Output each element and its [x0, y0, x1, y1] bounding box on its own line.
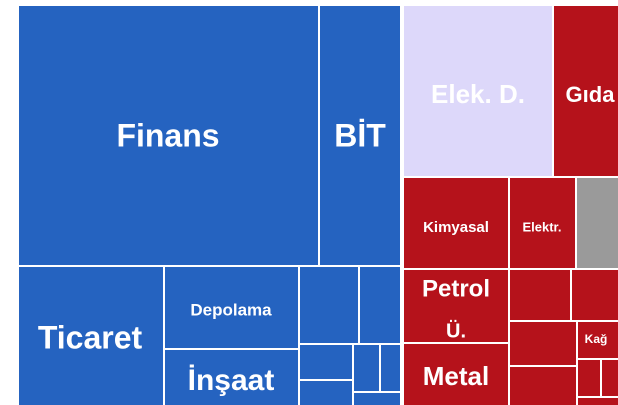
tile-label: Kağ [585, 332, 608, 346]
tile-label: Finans [116, 117, 219, 153]
tile [352, 391, 402, 405]
tile [575, 176, 618, 270]
tile-label: Metal [423, 361, 489, 391]
tile [358, 265, 402, 345]
tile [508, 320, 578, 367]
tile-label: Gıda [566, 82, 616, 107]
tile [298, 343, 354, 381]
tile [570, 268, 618, 322]
tile [163, 265, 300, 350]
tile [576, 396, 618, 405]
tile-label: Ticaret [38, 319, 143, 355]
tile-label: BİT [334, 117, 386, 153]
tile-label: Depolama [190, 300, 272, 319]
tile [576, 320, 618, 360]
tile [508, 268, 572, 322]
tile [298, 379, 354, 405]
tile-label: Kimyasal [423, 219, 489, 236]
tile [402, 268, 510, 344]
tile [352, 343, 381, 393]
tile [600, 358, 618, 398]
tile [17, 4, 320, 267]
tile-label: Petrol [422, 275, 490, 302]
tile [508, 365, 578, 405]
tile [163, 348, 300, 405]
tile-label: Ü. [446, 319, 466, 342]
tile [298, 265, 360, 345]
tile-label: Elektr. [522, 219, 561, 234]
tile [318, 4, 402, 267]
tile [379, 343, 402, 393]
tile [17, 265, 165, 405]
tile [576, 358, 602, 398]
tile-label: İnşaat [188, 364, 275, 397]
tile [552, 4, 618, 178]
tile-label: Elek. D. [431, 79, 525, 109]
